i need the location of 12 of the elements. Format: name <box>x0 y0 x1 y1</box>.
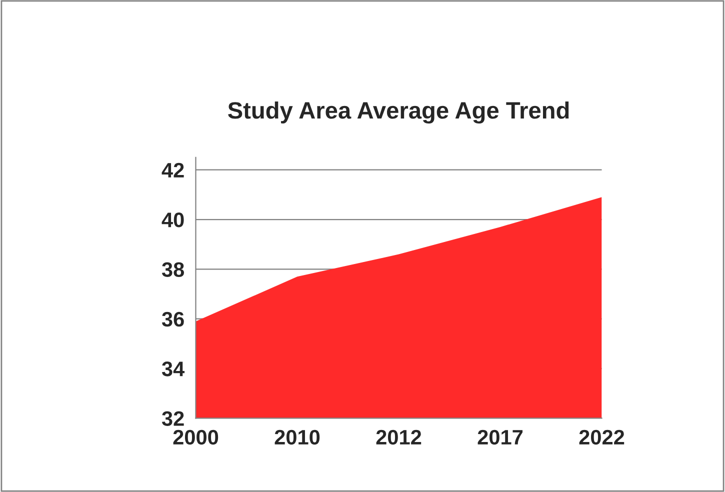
x-tick-label: 2022 <box>579 430 624 445</box>
x-tick-label: 2017 <box>478 430 523 445</box>
chart-title: Study Area Average Age Trend <box>228 101 569 124</box>
x-tick-label: 2012 <box>376 430 422 445</box>
y-tick-label: 34 <box>162 362 185 376</box>
x-tick-label: 2000 <box>173 430 218 445</box>
y-tick-label: 38 <box>162 262 184 277</box>
y-tick-label: 40 <box>162 212 184 228</box>
y-tick-label: 32 <box>162 411 184 426</box>
y-tick-label: 36 <box>162 312 184 327</box>
x-tick-label: 2010 <box>274 430 320 445</box>
y-tick-label: 42 <box>162 162 184 178</box>
